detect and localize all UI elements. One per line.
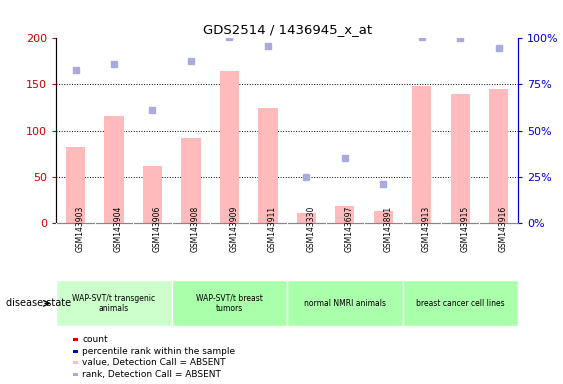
Text: breast cancer cell lines: breast cancer cell lines [416, 299, 504, 308]
Text: GSM143903: GSM143903 [75, 205, 84, 252]
Text: disease state: disease state [6, 298, 71, 308]
Text: GSM143911: GSM143911 [268, 205, 277, 252]
Text: WAP-SVT/t transgenic
animals: WAP-SVT/t transgenic animals [73, 294, 155, 313]
Bar [287, 280, 403, 326]
Text: GSM143904: GSM143904 [114, 205, 123, 252]
Text: GSM143906: GSM143906 [153, 205, 162, 252]
Bar [297, 213, 316, 223]
Bar [220, 71, 239, 223]
Bar [181, 138, 200, 223]
Text: GSM143915: GSM143915 [460, 205, 469, 252]
Text: GSM143916: GSM143916 [499, 205, 508, 252]
Bar [56, 280, 172, 326]
Text: WAP-SVT/t breast
tumors: WAP-SVT/t breast tumors [196, 294, 263, 313]
Bar [258, 108, 278, 223]
Text: normal NMRI animals: normal NMRI animals [304, 299, 386, 308]
Bar [143, 166, 162, 223]
Bar [104, 116, 124, 223]
Text: value, Detection Call = ABSENT: value, Detection Call = ABSENT [82, 358, 226, 367]
Title: GDS2514 / 1436945_x_at: GDS2514 / 1436945_x_at [203, 23, 372, 36]
Bar [66, 147, 85, 223]
Text: GSM143908: GSM143908 [191, 205, 200, 252]
Text: GSM143697: GSM143697 [345, 205, 354, 252]
Bar [450, 94, 470, 223]
Text: rank, Detection Call = ABSENT: rank, Detection Call = ABSENT [82, 370, 221, 379]
Bar [412, 86, 431, 223]
Text: percentile rank within the sample: percentile rank within the sample [82, 347, 235, 356]
Text: GSM143330: GSM143330 [306, 205, 315, 252]
Bar [489, 89, 508, 223]
Text: GSM143913: GSM143913 [422, 205, 431, 252]
Bar [172, 280, 287, 326]
Bar [403, 280, 518, 326]
Bar [374, 211, 393, 223]
Bar [335, 206, 355, 223]
Text: GSM143909: GSM143909 [229, 205, 238, 252]
Text: GSM143891: GSM143891 [383, 205, 392, 252]
Text: count: count [82, 335, 108, 344]
